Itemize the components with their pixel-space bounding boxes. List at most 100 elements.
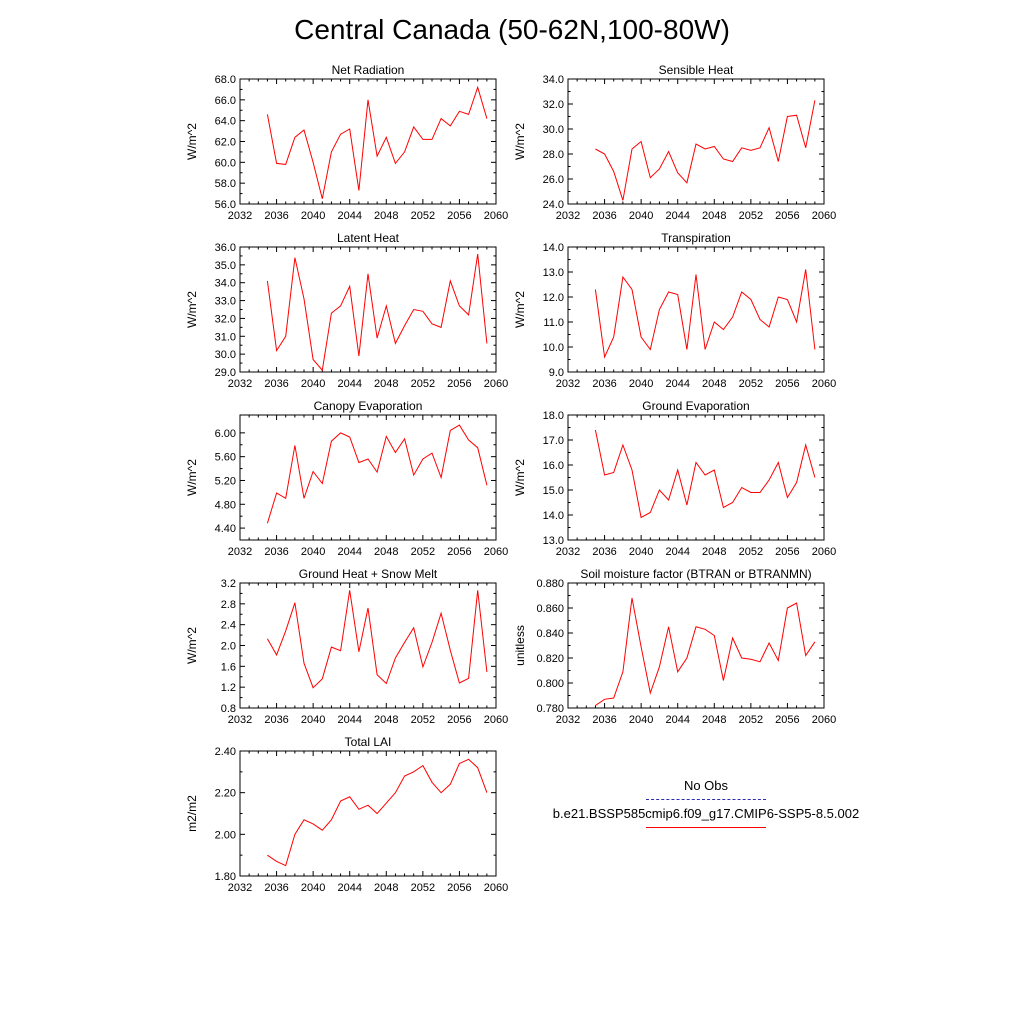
series-line [266,85,488,199]
x-tick-label: 2056 [447,882,471,894]
plot-frame [567,78,825,205]
x-tick-label: 2048 [374,882,398,894]
x-tick-label: 2052 [411,882,435,894]
y-tick-label: 9.0 [549,367,564,379]
y-tick-label: 0.820 [536,653,564,665]
x-tick-label: 2052 [411,546,435,558]
plot-frame [239,750,497,877]
x-tick-label: 2036 [264,882,288,894]
panel-6: 2032 2036 2040 2044 2048 2052 2056 2060 13.0 14.0… [513,399,836,558]
x-tick-label: 2036 [592,378,616,390]
y-tick-label: 14.0 [543,510,564,522]
x-tick-label: 2056 [775,378,799,390]
y-tick-label: 31.0 [215,331,236,343]
x-tick-label: 2056 [447,378,471,390]
x-tick-label: 2032 [556,714,580,726]
series-line [266,254,488,372]
x-tick-label: 2044 [665,378,689,390]
y-axis-label: m2/m2 [185,795,199,832]
page-title: Central Canada (50-62N,100-80W) [294,14,730,45]
y-tick-label: 18.0 [543,410,564,422]
x-tick-label: 2048 [702,210,726,222]
x-tick-label: 2036 [264,714,288,726]
y-tick-label: 2.40 [215,746,236,758]
legend-model-line [646,827,766,828]
panel-title: Net Radiation [332,63,405,77]
plot-frame [239,582,497,709]
plot-frame [239,414,497,541]
plot-frame [567,414,825,541]
y-tick-label: 2.20 [215,788,236,800]
plot-frame [239,246,497,373]
series-line [595,100,816,201]
x-tick-label: 2032 [556,546,580,558]
x-tick-label: 2060 [812,714,836,726]
x-tick-label: 2056 [447,546,471,558]
x-tick-label: 2060 [484,546,508,558]
x-tick-label: 2040 [629,714,653,726]
x-tick-label: 2060 [812,378,836,390]
y-tick-label: 0.880 [536,578,564,590]
x-tick-label: 2048 [702,546,726,558]
x-tick-label: 2056 [775,714,799,726]
y-tick-label: 32.0 [543,99,564,111]
panel-title: Canopy Evaporation [314,399,423,413]
y-tick-label: 0.780 [536,703,564,715]
y-tick-label: 56.0 [215,199,236,211]
x-tick-label: 2044 [665,546,689,558]
x-tick-label: 2060 [484,378,508,390]
x-tick-label: 2040 [629,378,653,390]
y-tick-label: 5.60 [215,452,236,464]
x-tick-label: 2056 [775,210,799,222]
x-tick-label: 2032 [228,882,252,894]
legend-obs-label: No Obs [683,778,729,793]
y-tick-label: 29.0 [215,367,236,379]
panel-8: 2032 2036 2040 2044 2048 2052 2056 2060 0.780 0.8… [513,567,836,726]
y-axis-label: W/m^2 [513,123,527,160]
y-tick-label: 28.0 [543,149,564,161]
y-tick-label: 17.0 [543,435,564,447]
x-tick-label: 2036 [264,210,288,222]
y-tick-label: 12.0 [543,292,564,304]
legend-model-label: b.e21.BSSP585cmip6.f09_g17.CMIP6-SSP5-8.… [552,806,860,821]
x-tick-label: 2048 [374,378,398,390]
x-tick-label: 2056 [775,546,799,558]
x-tick-label: 2044 [337,210,361,222]
y-tick-label: 36.0 [215,242,236,254]
panel-1: 2032 2036 2040 2044 2048 2052 2056 2060 56.0 58.0… [185,63,508,222]
legend: No Obs b.e21.BSSP585cmip6.f09_g17.CMIP6-… [540,778,872,834]
y-tick-label: 30.0 [215,349,236,361]
x-tick-label: 2036 [592,546,616,558]
series-line [266,590,488,689]
y-tick-label: 5.20 [215,475,236,487]
x-tick-label: 2044 [337,378,361,390]
y-tick-label: 13.0 [543,535,564,547]
x-tick-label: 2052 [411,714,435,726]
x-tick-label: 2044 [337,882,361,894]
y-tick-label: 68.0 [215,74,236,86]
x-tick-label: 2052 [739,378,763,390]
panel-7: 2032 2036 2040 2044 2048 2052 2056 2060 0.8 1.2 1.… [185,567,508,726]
y-tick-label: 2.8 [221,599,236,611]
x-tick-label: 2044 [337,546,361,558]
y-tick-label: 0.800 [536,678,564,690]
y-axis-label: W/m^2 [185,291,199,328]
y-tick-label: 35.0 [215,260,236,272]
x-tick-label: 2056 [447,714,471,726]
y-tick-label: 2.0 [221,641,236,653]
y-tick-label: 13.0 [543,267,564,279]
x-tick-label: 2052 [739,714,763,726]
y-tick-label: 1.2 [221,682,236,694]
y-tick-label: 66.0 [215,95,236,107]
y-axis-label: W/m^2 [185,459,199,496]
y-axis-label: W/m^2 [185,627,199,664]
x-tick-label: 2060 [812,546,836,558]
x-tick-label: 2032 [228,210,252,222]
y-tick-label: 10.0 [543,342,564,354]
plot-frame [567,582,825,709]
x-tick-label: 2048 [702,714,726,726]
x-tick-label: 2060 [484,714,508,726]
y-tick-label: 4.40 [215,523,236,535]
y-axis-label: W/m^2 [185,123,199,160]
